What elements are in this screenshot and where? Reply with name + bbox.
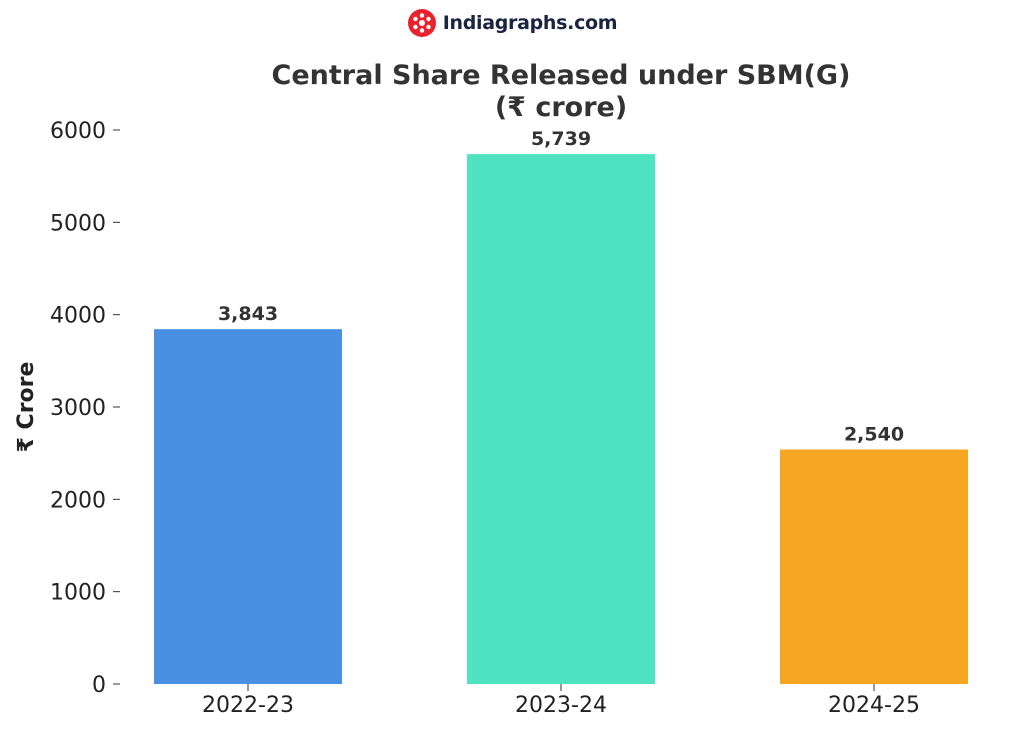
bar-2022-23 xyxy=(154,329,342,684)
chart-subtitle: (₹ crore) xyxy=(495,92,627,123)
y-tick-label: 2000 xyxy=(50,488,106,513)
indiagraphs-logo-icon xyxy=(407,9,436,37)
brand-name: Indiagraphs.com xyxy=(442,12,618,34)
value-label-2024-25: 2,540 xyxy=(844,423,904,445)
y-axis: 0 1000 2000 3000 4000 5000 6000 xyxy=(50,119,120,698)
x-tick-label-2022-23: 2022-23 xyxy=(202,693,294,718)
value-label-2023-24: 5,739 xyxy=(531,128,591,150)
y-tick-label: 1000 xyxy=(50,581,106,606)
x-tick-label-2023-24: 2023-24 xyxy=(515,693,607,718)
brand-header: Indiagraphs.com xyxy=(0,8,1024,38)
y-tick-label: 3000 xyxy=(50,396,106,421)
bar-2023-24 xyxy=(467,154,655,684)
bar-2024-25 xyxy=(780,449,968,684)
x-axis: 2022-23 2023-24 2024-25 xyxy=(202,684,920,718)
value-label-2022-23: 3,843 xyxy=(218,303,278,325)
chart-title: Central Share Released under SBM(G) xyxy=(272,60,851,91)
value-labels: 3,843 5,739 2,540 xyxy=(218,128,904,445)
bars xyxy=(154,154,968,684)
y-tick-label: 5000 xyxy=(50,211,106,236)
y-tick-label: 4000 xyxy=(50,304,106,329)
y-tick-label: 6000 xyxy=(50,119,106,144)
x-tick-label-2024-25: 2024-25 xyxy=(828,693,920,718)
y-tick-label: 0 xyxy=(92,673,106,698)
y-axis-label: ₹ Crore xyxy=(14,362,39,453)
